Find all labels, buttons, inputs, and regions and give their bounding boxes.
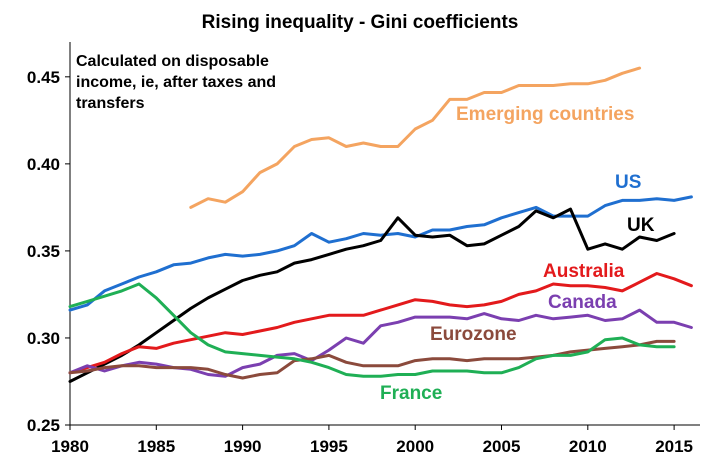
chart-annotation: Calculated on disposable income, ie, afte…	[76, 53, 276, 112]
annotation-line: income, ie, after taxes and	[76, 74, 276, 91]
series-line-us	[68, 195, 693, 312]
x-tick-label: 2005	[483, 437, 521, 456]
x-tick-label: 2015	[655, 437, 693, 456]
annotation-line: transfers	[76, 95, 145, 112]
series-line-eurozone	[68, 339, 676, 380]
series-label-france: France	[380, 383, 442, 404]
x-tick-label: 1980	[51, 437, 89, 456]
series-line-emerging-countries	[189, 66, 642, 209]
series-label-eurozone: Eurozone	[430, 324, 517, 345]
y-tick-label: 0.25	[27, 416, 60, 435]
series-label-uk: UK	[627, 215, 655, 236]
series-label-australia: Australia	[543, 261, 625, 282]
chart-axes: 0.25 0.30 0.35 0.40 0.45 1980 1985 1990 1995 2000…	[27, 42, 700, 456]
x-tick-label: 1990	[224, 437, 262, 456]
series-line-france	[68, 282, 676, 378]
series-label-canada: Canada	[548, 292, 617, 313]
x-tick-label: 1985	[137, 437, 175, 456]
x-tick-label: 2000	[396, 437, 434, 456]
chart-title: Rising inequality - Gini coefficients	[202, 12, 519, 33]
series-lines	[68, 66, 693, 383]
series-label-us: US	[615, 172, 641, 193]
x-tick-label: 2010	[569, 437, 607, 456]
series-label-emerging-countries: Emerging countries	[456, 104, 634, 125]
y-tick-label: 0.45	[27, 68, 60, 87]
y-tick-label: 0.30	[27, 329, 60, 348]
x-tick-label: 1995	[310, 437, 348, 456]
y-tick-label: 0.35	[27, 242, 60, 261]
annotation-line: Calculated on disposable	[76, 53, 269, 70]
y-tick-label: 0.40	[27, 155, 60, 174]
series-line-australia	[68, 272, 693, 375]
series-line-uk	[68, 207, 676, 383]
series-labels: Emerging countries US UK Australia Canada Eur…	[380, 104, 655, 404]
